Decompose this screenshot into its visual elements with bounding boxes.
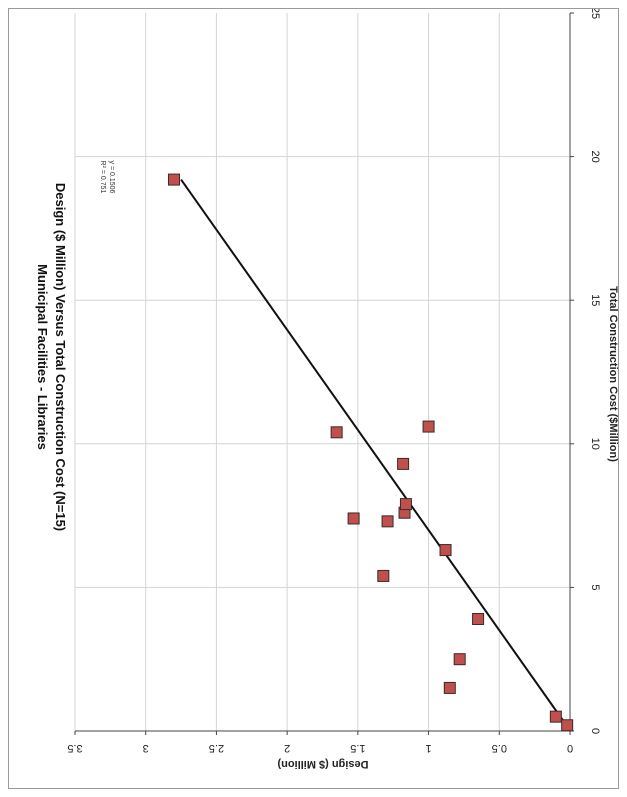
y-tick-label: 2 — [284, 742, 290, 754]
x-tick-label: 0 — [589, 728, 601, 734]
data-point — [443, 681, 456, 694]
chart-frame: 0 0.5 1 1.5 2 2.5 3 3.5 0 5 10 15 20 25 y = 0.1506 R² =… — [8, 8, 619, 789]
x-axis-title: Total Construction Cost ($Million) — [607, 286, 619, 462]
data-points — [168, 173, 574, 732]
data-point — [330, 426, 343, 439]
y-tick-label: 0.5 — [492, 742, 507, 754]
trendline — [180, 178, 566, 723]
data-point — [439, 544, 452, 557]
data-point — [453, 653, 466, 666]
data-point — [377, 569, 390, 582]
x-tick-label: 5 — [589, 584, 601, 590]
chart-subtitle: Design ($ Million) Versus Total Construc… — [53, 183, 68, 531]
trendline-equation: y = 0.1506 — [108, 161, 115, 194]
chart-title: Municipal Facilities - Libraries — [35, 264, 50, 450]
x-tick-label: 15 — [589, 294, 601, 306]
y-tick-label: 1.5 — [350, 742, 365, 754]
data-point — [397, 457, 410, 470]
data-point — [422, 420, 435, 433]
data-point — [549, 710, 562, 723]
x-tick-label: 10 — [589, 438, 601, 450]
y-tick-label: 3.5 — [67, 742, 82, 754]
data-point — [472, 612, 485, 625]
data-point — [168, 173, 180, 186]
y-tick-label: 0 — [567, 742, 573, 754]
trendline-group — [180, 178, 566, 723]
x-tick-label: 25 — [589, 9, 601, 19]
y-tick-label: 1 — [426, 742, 432, 754]
x-tick-label: 20 — [589, 150, 601, 162]
data-point — [561, 719, 574, 732]
trendline-equation: R² = 0.751 — [99, 161, 106, 194]
data-point — [381, 515, 394, 528]
axes — [74, 12, 574, 735]
y-tick-label: 3 — [143, 742, 149, 754]
y-tick-label: 2.5 — [209, 742, 224, 754]
grid-lines — [74, 13, 570, 731]
data-point — [399, 498, 412, 511]
y-axis-title: Design ($ Million) — [277, 758, 368, 770]
data-point — [347, 512, 360, 525]
